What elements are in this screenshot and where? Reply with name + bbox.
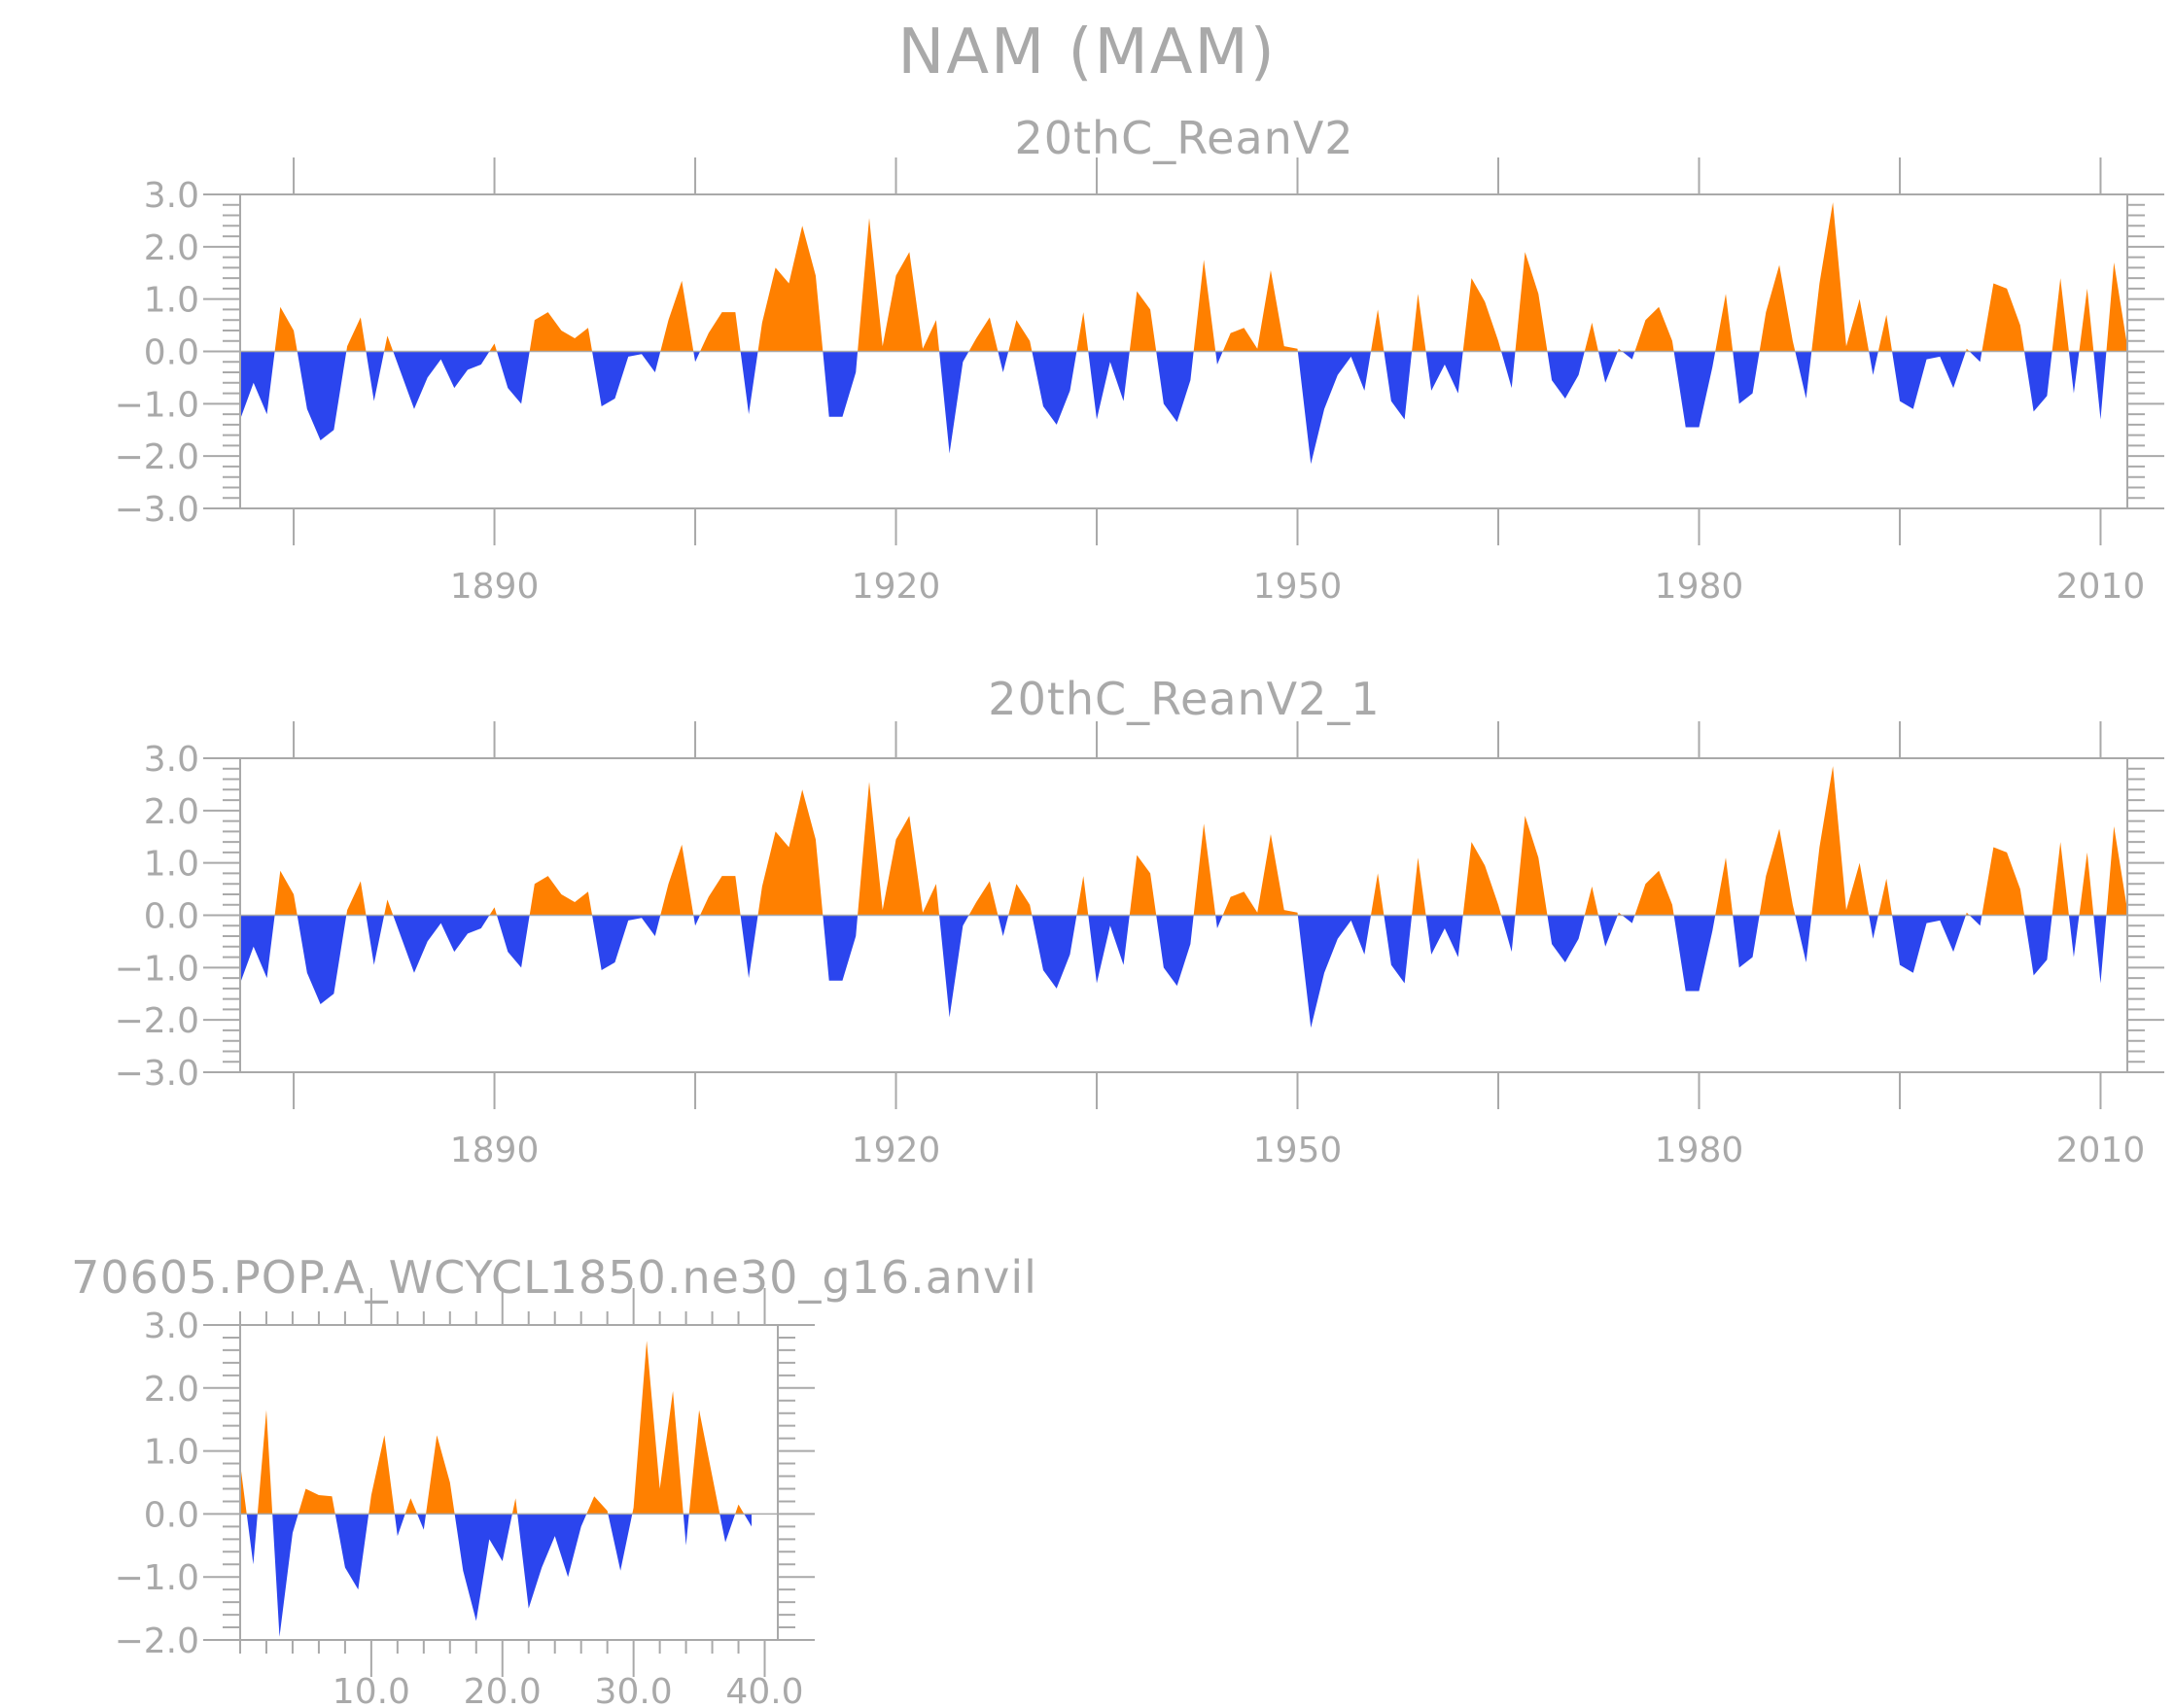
panel-title: 20thC_ReanV2_1 [988, 673, 1380, 725]
x-tick-label: 2010 [2056, 1131, 2146, 1170]
y-tick-label: 2.0 [144, 228, 199, 268]
x-tick-label: 10.0 [333, 1672, 410, 1708]
y-tick-label: −2.0 [115, 1001, 199, 1041]
panel-title: 70605.POP.A_WCYCL1850.ne30_g16.anvil [71, 1251, 1037, 1304]
y-tick-label: 1.0 [144, 845, 199, 885]
positive-anomaly-area [240, 766, 2127, 916]
y-tick-label: 0.0 [144, 1495, 199, 1535]
x-tick-label: 30.0 [595, 1672, 673, 1708]
x-tick-label: 1980 [1655, 1131, 1744, 1170]
y-tick-label: 1.0 [144, 1433, 199, 1473]
x-tick-label: 2010 [2056, 567, 2146, 607]
x-tick-label: 1890 [450, 1131, 540, 1170]
negative-anomaly-area [240, 915, 2127, 1028]
y-tick-label: −2.0 [115, 437, 199, 477]
panel-title: 20thC_ReanV2 [1014, 112, 1353, 164]
y-tick-label: 3.0 [144, 176, 199, 216]
positive-anomaly-area [240, 202, 2127, 352]
x-tick-label: 40.0 [725, 1672, 803, 1708]
negative-anomaly-area [240, 1514, 753, 1637]
y-tick-label: −3.0 [115, 490, 199, 530]
x-tick-label: 1980 [1655, 567, 1744, 607]
y-tick-label: 3.0 [144, 1307, 199, 1346]
x-tick-label: 1950 [1253, 567, 1343, 607]
y-tick-label: −1.0 [115, 949, 199, 989]
x-tick-label: 20.0 [464, 1672, 542, 1708]
panel-20thC-ReanV2-1: 20thC_ReanV2_1 −3.0 −2.0 −1.0 0.0 1.0 2.0 3.0 18… [115, 673, 2164, 1170]
plot-frame [239, 1324, 779, 1641]
y-tick-label: −1.0 [115, 385, 199, 425]
y-tick-label: −3.0 [115, 1054, 199, 1094]
panel-model-anvil: 70605.POP.A_WCYCL1850.ne30_g16.anvil −2.0… [71, 1251, 1037, 1708]
x-tick-label: 1950 [1253, 1131, 1343, 1170]
x-tick-label: 1920 [852, 1131, 941, 1170]
figure-title: NAM (MAM) [897, 17, 1276, 88]
y-tick-label: 1.0 [144, 281, 199, 321]
negative-anomaly-area [240, 351, 2127, 465]
panel-20thC-ReanV2: 20thC_ReanV2 −3.0 −2.0 −1.0 0.0 1.0 2.0 3.0 1890… [115, 112, 2164, 607]
y-tick-label: 2.0 [144, 1370, 199, 1410]
y-tick-label: 0.0 [144, 897, 199, 937]
y-tick-label: 3.0 [144, 740, 199, 780]
y-tick-label: 0.0 [144, 333, 199, 373]
y-tick-label: 2.0 [144, 792, 199, 832]
positive-anomaly-area [240, 1341, 753, 1515]
y-tick-label: −1.0 [115, 1558, 199, 1598]
x-tick-label: 1890 [450, 567, 540, 607]
y-tick-label: −2.0 [115, 1621, 199, 1661]
x-tick-label: 1920 [852, 567, 941, 607]
